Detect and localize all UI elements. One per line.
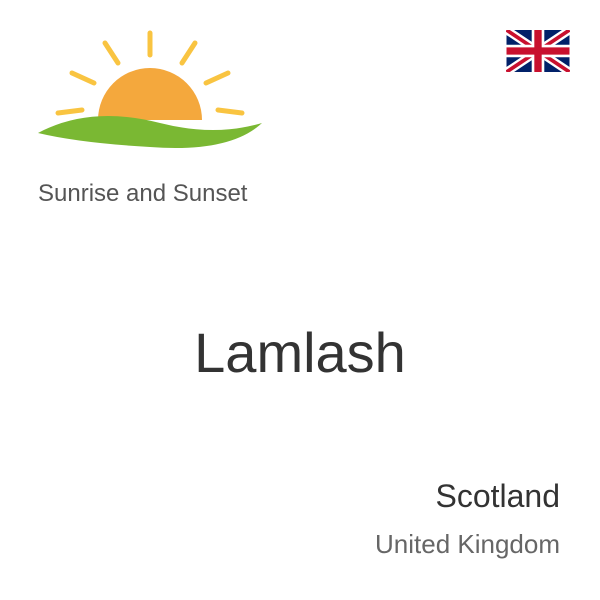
sunrise-logo-icon [30,25,270,165]
region-label: Scotland [435,478,560,515]
uk-flag-icon [506,30,570,72]
logo-block: Sunrise and Sunset [30,25,310,208]
location-title: Lamlash [0,320,600,385]
tagline-text: Sunrise and Sunset [38,180,310,208]
country-label: United Kingdom [375,529,560,560]
